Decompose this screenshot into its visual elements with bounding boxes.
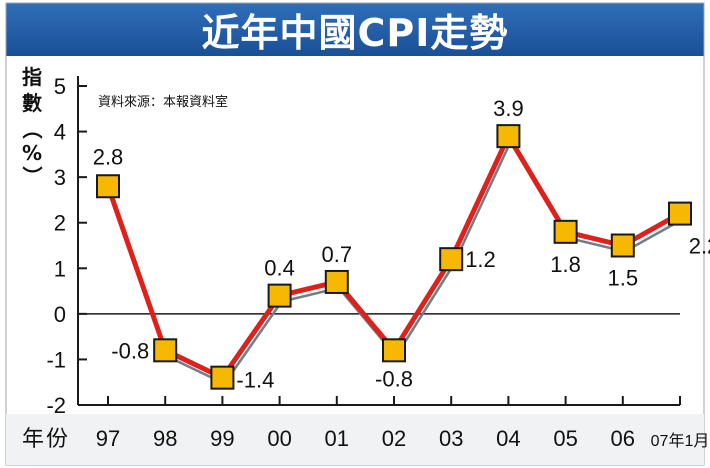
data-label: -0.8: [111, 338, 149, 363]
y-label-char: （: [20, 119, 44, 139]
x-axis-label: 年份: [22, 427, 68, 452]
data-label: -1.4: [236, 368, 274, 393]
x-label-char: 年: [22, 427, 44, 452]
data-label: 0.7: [322, 242, 353, 267]
y-tick-label: 4: [54, 120, 66, 145]
outer-border: [5, 2, 705, 466]
data-label: 3.9: [493, 96, 524, 121]
x-tick-label: 00: [267, 426, 291, 451]
x-axis-band: [6, 414, 704, 465]
y-tick-label: 5: [54, 74, 66, 99]
data-marker: [267, 283, 292, 308]
data-label: 1.2: [465, 247, 496, 272]
data-label: 0.4: [264, 256, 295, 281]
x-tick-label: 97: [96, 426, 120, 451]
data-marker: [439, 247, 464, 272]
data-marker: [553, 219, 578, 244]
data-label: -0.8: [375, 366, 413, 391]
data-label: 2.2: [689, 234, 710, 259]
y-axis-label: 指數 （%）: [20, 65, 44, 186]
data-label: 2.8: [93, 144, 124, 169]
y-tick-label: -2: [46, 393, 66, 418]
y-tick-label: 3: [54, 165, 66, 190]
x-tick-label: 03: [439, 426, 463, 451]
x-tick-label: 06: [611, 426, 635, 451]
x-tick-label: 07年1月: [651, 432, 710, 450]
cpi-series: [96, 124, 692, 390]
x-tick-label: 05: [553, 426, 577, 451]
y-tick-label: 2: [54, 211, 66, 236]
x-ticks: 97 98 99 00 01 02 03 04 05 06 07年1月: [96, 396, 710, 451]
title-bar: 近年中國CPI走勢: [6, 3, 704, 56]
x-tick-label: 99: [210, 426, 234, 451]
data-marker: [96, 174, 120, 199]
y-label-char: ）: [20, 166, 44, 186]
y-label-char: %: [22, 141, 42, 165]
x-tick-label: 02: [382, 426, 406, 451]
y-tick-label: 0: [54, 302, 66, 327]
data-labels: 2.8 -0.8 -1.4 0.4 0.7 -0.8 1.2 3.9 1.8 1.5 2.2: [93, 96, 710, 393]
data-marker: [610, 233, 635, 258]
data-marker: [382, 338, 406, 363]
y-label-char: 數: [22, 91, 42, 115]
y-tick-label: -1: [46, 347, 66, 372]
y-label-char: 指: [22, 65, 42, 89]
source-note: 資料來源：本報資料室: [98, 94, 228, 110]
data-marker: [324, 269, 349, 294]
x-label-char: 份: [46, 427, 68, 452]
data-label: 1.5: [608, 266, 639, 291]
y-ticks: -2 -1 0 1 2 3 4 5: [46, 74, 87, 418]
data-marker: [668, 201, 692, 226]
data-label: 1.8: [550, 252, 581, 277]
data-marker: [210, 365, 235, 390]
x-tick-label: 01: [325, 426, 349, 451]
y-tick-label: 1: [54, 256, 66, 281]
data-marker: [496, 124, 521, 149]
chart-title: 近年中國CPI走勢: [201, 11, 509, 55]
x-tick-label: 98: [153, 426, 177, 451]
x-tick-label: 04: [496, 426, 520, 451]
data-marker: [153, 338, 178, 363]
